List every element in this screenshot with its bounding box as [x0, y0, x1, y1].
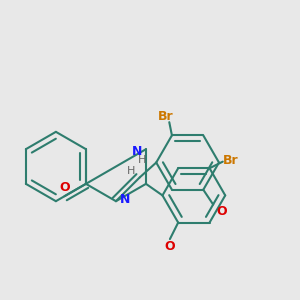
Text: Br: Br [158, 110, 174, 123]
Text: H: H [127, 166, 136, 176]
Text: O: O [165, 240, 175, 253]
Text: N: N [120, 193, 130, 206]
Text: H: H [138, 155, 146, 165]
Text: O: O [59, 182, 70, 194]
Text: N: N [132, 145, 142, 158]
Text: O: O [216, 205, 227, 218]
Text: Br: Br [223, 154, 239, 167]
